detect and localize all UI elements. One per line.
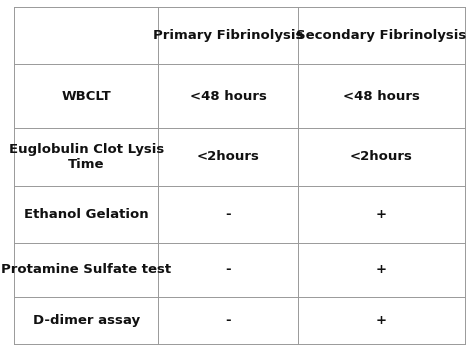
Text: +: +: [376, 208, 387, 221]
Text: +: +: [376, 314, 387, 327]
Text: D-dimer assay: D-dimer assay: [33, 314, 140, 327]
Text: WBCLT: WBCLT: [62, 90, 111, 103]
Text: Protamine Sulfate test: Protamine Sulfate test: [1, 263, 171, 276]
Text: <2hours: <2hours: [197, 151, 260, 164]
Text: Secondary Fibrinolysis: Secondary Fibrinolysis: [296, 29, 466, 42]
Text: -: -: [225, 208, 231, 221]
Text: Primary Fibrinolysis: Primary Fibrinolysis: [153, 29, 303, 42]
Text: <48 hours: <48 hours: [190, 90, 266, 103]
Text: -: -: [225, 314, 231, 327]
Text: <2hours: <2hours: [350, 151, 413, 164]
Text: <48 hours: <48 hours: [343, 90, 419, 103]
Text: -: -: [225, 263, 231, 276]
Text: +: +: [376, 263, 387, 276]
Text: Euglobulin Clot Lysis
Time: Euglobulin Clot Lysis Time: [9, 143, 164, 171]
Text: Ethanol Gelation: Ethanol Gelation: [24, 208, 148, 221]
